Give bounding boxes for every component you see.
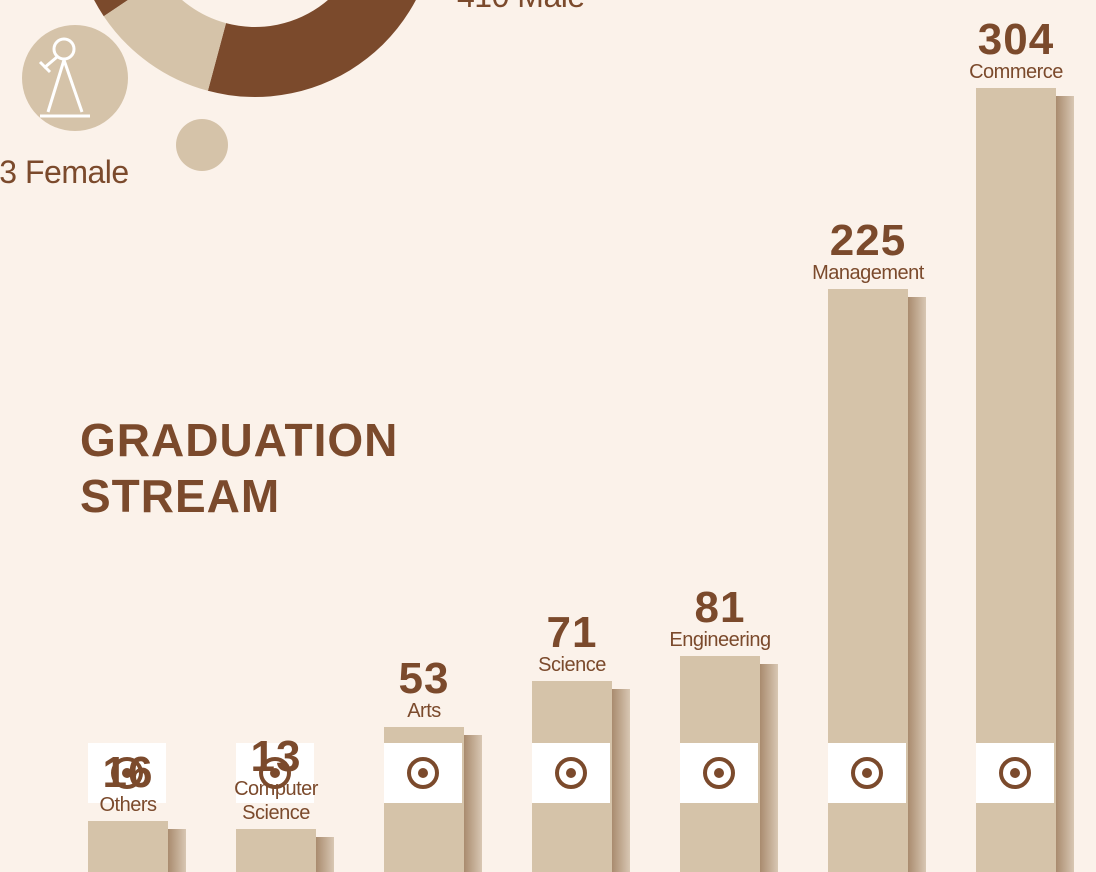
bar-shadow [760,663,778,872]
icon-glyph [999,757,1031,789]
bar-shadow [1056,96,1074,872]
icon-shape [418,768,428,778]
icon-shape [122,768,132,778]
category-label: Engineering [669,628,771,651]
bar-label: 304 Commerce [969,15,1063,84]
female-label: 53 Female [0,154,129,190]
category-icon [828,743,906,803]
bar [976,88,1056,872]
bar-label: 53 Arts [398,654,450,723]
bar-label: 13 Computer Science [234,731,318,825]
icon-shape [851,757,883,789]
bar-label: 71 Science [538,608,606,677]
icon-shape [999,757,1031,789]
icon-shape [703,757,735,789]
donut-segment [103,0,227,91]
icon-glyph [407,757,439,789]
bar-shadow [464,735,482,872]
category-icon [384,743,462,803]
donut-segment [94,0,416,97]
icon-glyph [111,757,143,789]
female-icon [38,37,90,118]
icon-shape [555,757,587,789]
icon-shape [270,768,280,778]
icon-shape [1010,768,1020,778]
bar-shadow [612,689,630,872]
bar [236,828,316,872]
category-label: Science [538,654,606,677]
icon-shape [111,757,143,789]
icon-glyph [555,757,587,789]
icon-shape [407,757,439,789]
value-label: 304 [977,15,1055,65]
category-label: Arts [407,700,441,723]
icon-shape [714,768,724,778]
value-label: 81 [694,582,746,632]
value-label: 71 [546,608,598,658]
category-icon [88,743,166,803]
female-icon-circle [22,25,128,131]
category-icon [236,743,314,803]
category-label: Management [812,262,924,285]
bar-shadow [316,836,334,872]
icon-glyph [703,757,735,789]
bar-label: 225 Management [812,216,924,285]
icon-glyph [851,757,883,789]
bar-label: 16 Others [99,748,157,817]
icon-glyph [259,757,291,789]
category-icon [680,743,758,803]
value-label: 13 [250,731,302,781]
value-label: 16 [102,748,154,798]
bar-label: 81 Engineering [669,582,771,652]
category-label: Computer Science [234,777,318,824]
category-icon [976,743,1054,803]
value-label: 225 [829,216,907,266]
decor-circle [176,119,228,171]
male-label: 410 Male [457,0,585,15]
bar [88,821,168,872]
category-label: Commerce [969,61,1063,84]
icon-shape [862,768,872,778]
category-icon [532,743,610,803]
value-label: 53 [398,654,450,704]
chart-title: GRADUATION STREAM [80,414,399,522]
category-label: Others [99,794,157,817]
icon-shape [566,768,576,778]
icon-shape [259,757,291,789]
bar-shadow [908,297,926,872]
bar-shadow [168,829,186,872]
